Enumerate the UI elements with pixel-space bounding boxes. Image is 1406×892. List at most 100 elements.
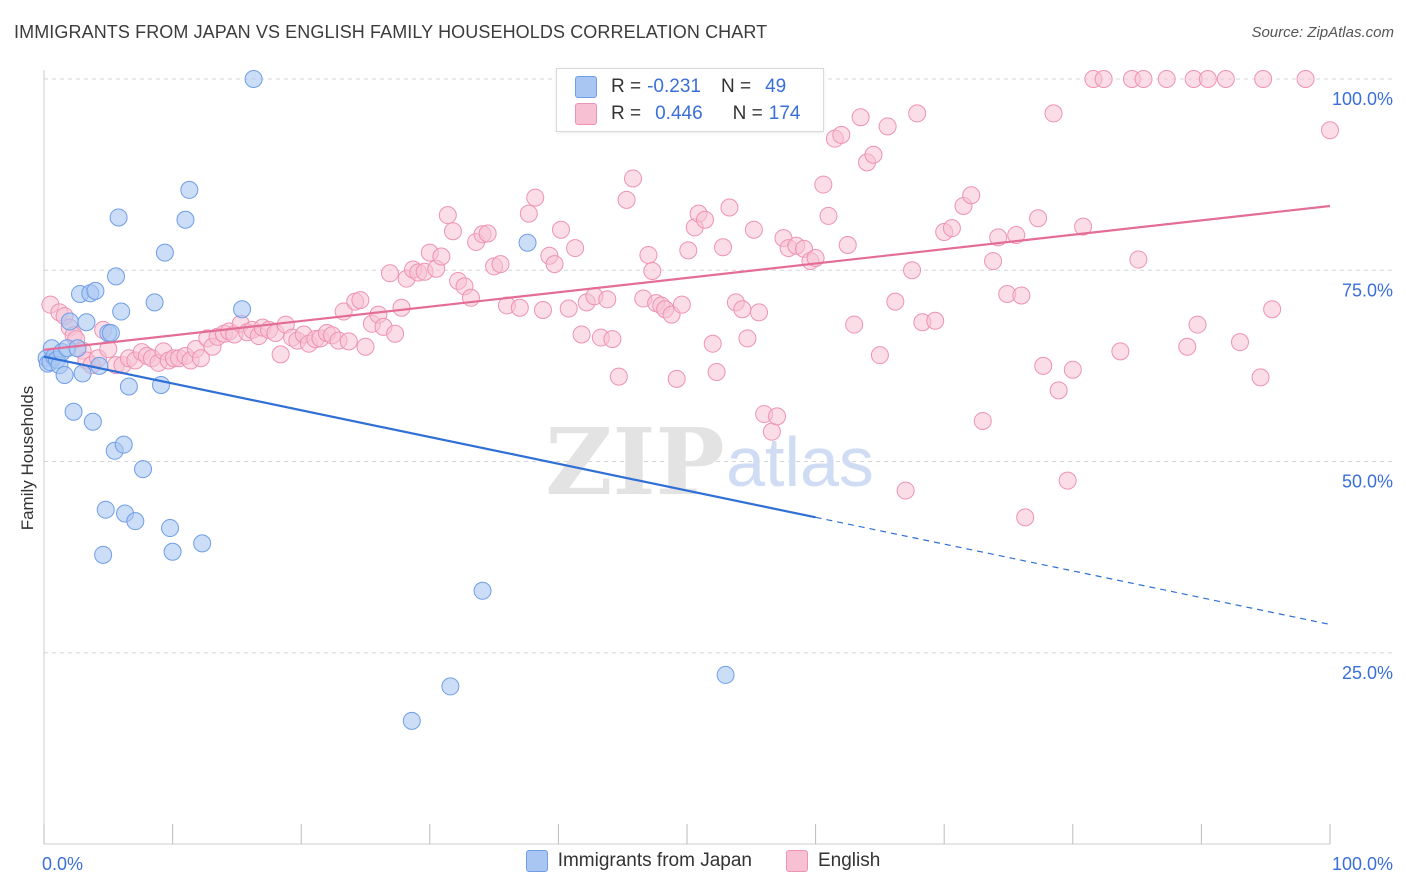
watermark: ZIP atlas bbox=[545, 408, 874, 516]
japan-point bbox=[134, 460, 153, 479]
english-point bbox=[1007, 226, 1026, 245]
english-point bbox=[1129, 250, 1148, 269]
english-point bbox=[623, 169, 642, 188]
english-point bbox=[667, 369, 686, 388]
english-point bbox=[679, 241, 698, 260]
japan-point bbox=[112, 302, 131, 321]
japan-point bbox=[193, 534, 212, 553]
series-legend: Immigrants from Japan English bbox=[0, 850, 1406, 872]
y-tick-label: 100.0% bbox=[1332, 89, 1393, 109]
japan-point bbox=[109, 208, 128, 227]
english-r-label: R = bbox=[611, 103, 642, 124]
english-point bbox=[1251, 368, 1270, 387]
english-point bbox=[750, 303, 769, 322]
japan-point bbox=[716, 665, 735, 684]
english-point bbox=[714, 238, 733, 257]
english-point bbox=[762, 422, 781, 441]
english-point bbox=[926, 311, 945, 330]
english-point bbox=[1188, 315, 1207, 334]
english-point bbox=[438, 206, 457, 225]
english-trend-line bbox=[43, 204, 1331, 351]
english-point bbox=[545, 255, 564, 274]
english-point bbox=[851, 108, 870, 127]
japan-point bbox=[473, 581, 492, 600]
legend-item-japan: Immigrants from Japan bbox=[525, 850, 752, 872]
english-point bbox=[984, 252, 1003, 271]
japan-point bbox=[77, 313, 96, 332]
english-point bbox=[1049, 381, 1068, 400]
japan-point bbox=[101, 323, 120, 342]
japan-point bbox=[180, 180, 199, 199]
axis-layer bbox=[43, 70, 1331, 845]
japan-point bbox=[86, 281, 105, 300]
japan-point bbox=[83, 412, 102, 431]
japan-point bbox=[155, 243, 174, 262]
japan-point bbox=[441, 677, 460, 696]
stats-row-japan: R = -0.231 N = 49 bbox=[575, 73, 786, 101]
english-point bbox=[1134, 70, 1153, 88]
english-point bbox=[1230, 333, 1249, 352]
english-point bbox=[603, 330, 622, 349]
english-point bbox=[1263, 300, 1282, 319]
english-point bbox=[510, 298, 529, 317]
japan-point bbox=[233, 300, 252, 319]
english-point bbox=[768, 407, 787, 426]
english-point bbox=[696, 210, 715, 229]
english-point bbox=[738, 329, 757, 348]
english-swatch bbox=[575, 103, 597, 125]
english-point bbox=[1321, 121, 1339, 140]
english-point bbox=[351, 291, 370, 310]
english-n-label: N = bbox=[732, 103, 763, 124]
english-point bbox=[1063, 360, 1082, 379]
japan-point bbox=[402, 711, 421, 730]
english-point bbox=[1094, 70, 1113, 88]
english-point bbox=[973, 411, 992, 430]
english-point bbox=[838, 236, 857, 255]
english-point bbox=[1029, 209, 1048, 228]
english-point bbox=[672, 295, 691, 314]
chart-source: Source: ZipAtlas.com bbox=[1251, 24, 1394, 41]
english-point bbox=[886, 292, 905, 311]
japan-n-value: 49 bbox=[765, 76, 787, 97]
english-point bbox=[903, 261, 922, 280]
japan-point bbox=[244, 70, 263, 88]
stats-legend: R = -0.231 N = 49 R = 0.446 N = 174 bbox=[556, 68, 824, 132]
grid-layer bbox=[44, 78, 1392, 654]
english-point bbox=[1198, 70, 1217, 88]
chart-title: IMMIGRANTS FROM JAPAN VS ENGLISH FAMILY … bbox=[14, 22, 768, 42]
japan-points bbox=[37, 70, 735, 730]
english-point bbox=[551, 220, 570, 239]
english-n-value: 174 bbox=[768, 103, 801, 124]
english-point bbox=[271, 345, 290, 364]
japan-point bbox=[107, 267, 126, 286]
english-point bbox=[744, 220, 763, 239]
english-point bbox=[339, 332, 358, 351]
japan-point bbox=[119, 377, 138, 396]
english-point bbox=[443, 222, 462, 241]
english-point bbox=[526, 188, 545, 207]
x-tick-label-min: 0.0% bbox=[42, 854, 83, 874]
japan-swatch bbox=[575, 76, 597, 98]
y-tick-label: 75.0% bbox=[1342, 280, 1393, 300]
english-point bbox=[559, 299, 578, 318]
japan-trend-line bbox=[43, 355, 816, 519]
english-point bbox=[942, 219, 961, 238]
y-tick-label: 25.0% bbox=[1342, 663, 1393, 683]
japan-trend-extension bbox=[815, 516, 1331, 626]
english-point bbox=[432, 247, 451, 266]
english-point bbox=[832, 125, 851, 144]
japan-point bbox=[55, 366, 74, 385]
english-point bbox=[386, 324, 405, 343]
x-tick-label-max: 100.0% bbox=[1332, 854, 1393, 874]
english-point bbox=[707, 362, 726, 381]
english-point bbox=[703, 334, 722, 353]
japan-r-value: -0.231 bbox=[647, 76, 701, 97]
english-point bbox=[864, 145, 883, 164]
english-point bbox=[533, 301, 552, 320]
tick-labels: 25.0% 50.0% 75.0% 100.0% 0.0% 100.0% bbox=[42, 89, 1393, 874]
english-point bbox=[1178, 337, 1197, 356]
japan-point bbox=[518, 233, 537, 252]
english-point bbox=[643, 262, 662, 281]
watermark-zip: ZIP bbox=[545, 408, 724, 516]
